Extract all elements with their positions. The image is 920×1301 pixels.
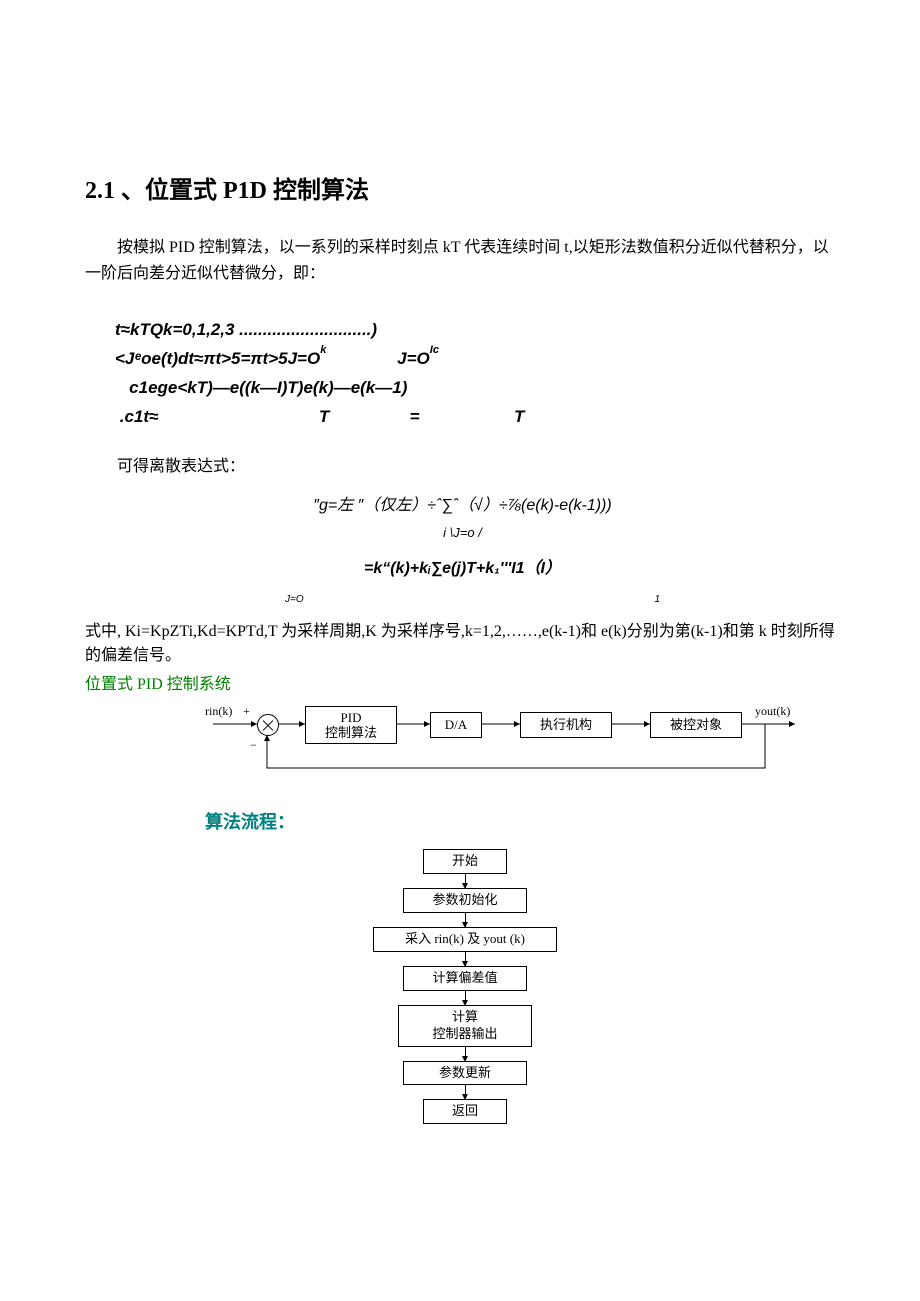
fc-start: 开始 bbox=[423, 849, 507, 874]
fc-arrow-icon bbox=[465, 1047, 466, 1061]
fc-error: 计算偏差值 bbox=[403, 966, 527, 991]
fc-arrow-icon bbox=[465, 952, 466, 966]
pid-top: PID bbox=[341, 710, 362, 726]
formula-line2-left: <Jᵉoe(t)dt≈πt>5=πt>5J=O bbox=[115, 349, 320, 368]
fc-output-top: 计算 bbox=[405, 1009, 525, 1026]
fc-update: 参数更新 bbox=[403, 1061, 527, 1086]
fc-arrow-icon bbox=[465, 1085, 466, 1099]
fc-init: 参数初始化 bbox=[403, 888, 527, 913]
explanation-paragraph: 式中, Ki=KpZTi,Kd=KPTd,T 为采样周期,K 为采样序号,k=1… bbox=[85, 620, 840, 668]
fc-arrow-icon bbox=[465, 991, 466, 1005]
discrete-label: 可得离散表达式： bbox=[85, 452, 840, 476]
formula-sup-k: k bbox=[320, 345, 326, 356]
formula2-one: 1 bbox=[654, 594, 660, 605]
formula2-bounds: J=O 1 bbox=[285, 594, 840, 605]
fc-arrow-icon bbox=[465, 913, 466, 927]
formula2-line1: ″g=左 ″（仅左）÷ˆ∑ˆ（√）÷⅞(e(k)-e(k-1))) bbox=[85, 491, 840, 521]
pid-block: PID 控制算法 bbox=[305, 706, 397, 744]
formula2-line2: =k“(k)+kᵢ∑e(j)T+k₁'''I1（I） bbox=[85, 554, 840, 584]
algorithm-flow-label: 算法流程： bbox=[205, 808, 840, 834]
block-diagram: rin(k) + − PID 控制算法 D/A 执行机构 被控对象 yout(k… bbox=[195, 698, 815, 788]
formula2-jzero: J=O bbox=[285, 594, 304, 605]
fc-output: 计算 控制器输出 bbox=[398, 1005, 532, 1047]
section-heading: 2.1 、位置式 P1D 控制算法 bbox=[85, 170, 840, 205]
fc-arrow-icon bbox=[465, 874, 466, 888]
system-title: 位置式 PID 控制系统 bbox=[85, 670, 840, 694]
fc-output-bot: 控制器输出 bbox=[405, 1026, 525, 1043]
yout-label: yout(k) bbox=[755, 704, 790, 719]
formula-line2-mid: J=O bbox=[397, 349, 430, 368]
flowchart: 开始 参数初始化 采入 rin(k) 及 yout (k) 计算偏差值 计算 控… bbox=[365, 849, 565, 1124]
fc-return: 返回 bbox=[423, 1099, 507, 1124]
formula-line1: t≈kTQk=0,1,2,3 .........................… bbox=[115, 320, 377, 339]
formula-line4: .c1t≈ T = T bbox=[115, 407, 524, 426]
plant-block: 被控对象 bbox=[650, 712, 742, 738]
discrete-expression: ″g=左 ″（仅左）÷ˆ∑ˆ（√）÷⅞(e(k)-e(k-1))) i \J=o… bbox=[85, 491, 840, 584]
intro-paragraph: 按模拟 PID 控制算法，以一系列的采样时刻点 kT 代表连续时间 t,以矩形法… bbox=[85, 235, 840, 286]
fc-sample: 采入 rin(k) 及 yout (k) bbox=[373, 927, 557, 952]
pid-bot: 控制算法 bbox=[325, 725, 377, 741]
formula2-line1-sub: i \J=o / bbox=[85, 521, 840, 546]
approximation-formulas: t≈kTQk=0,1,2,3 .........................… bbox=[115, 316, 840, 432]
actuator-block: 执行机构 bbox=[520, 712, 612, 738]
minus-label: − bbox=[250, 738, 257, 753]
da-block: D/A bbox=[430, 712, 482, 738]
formula-line3: c1ege<kT)—e((k—I)T)e(k)—e(k—1) bbox=[115, 378, 407, 397]
rin-label: rin(k) bbox=[205, 704, 232, 719]
plus-label: + bbox=[243, 704, 250, 719]
formula-sup-ic: Ic bbox=[430, 345, 439, 356]
